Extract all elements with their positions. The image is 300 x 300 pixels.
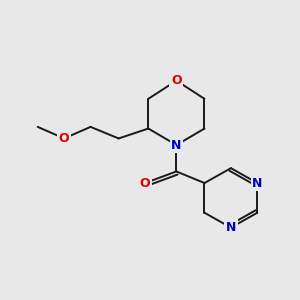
Text: O: O [171,74,182,87]
Text: N: N [252,176,262,190]
Text: O: O [59,132,69,145]
Text: N: N [171,139,182,152]
Text: O: O [140,176,150,190]
Text: N: N [226,221,236,234]
